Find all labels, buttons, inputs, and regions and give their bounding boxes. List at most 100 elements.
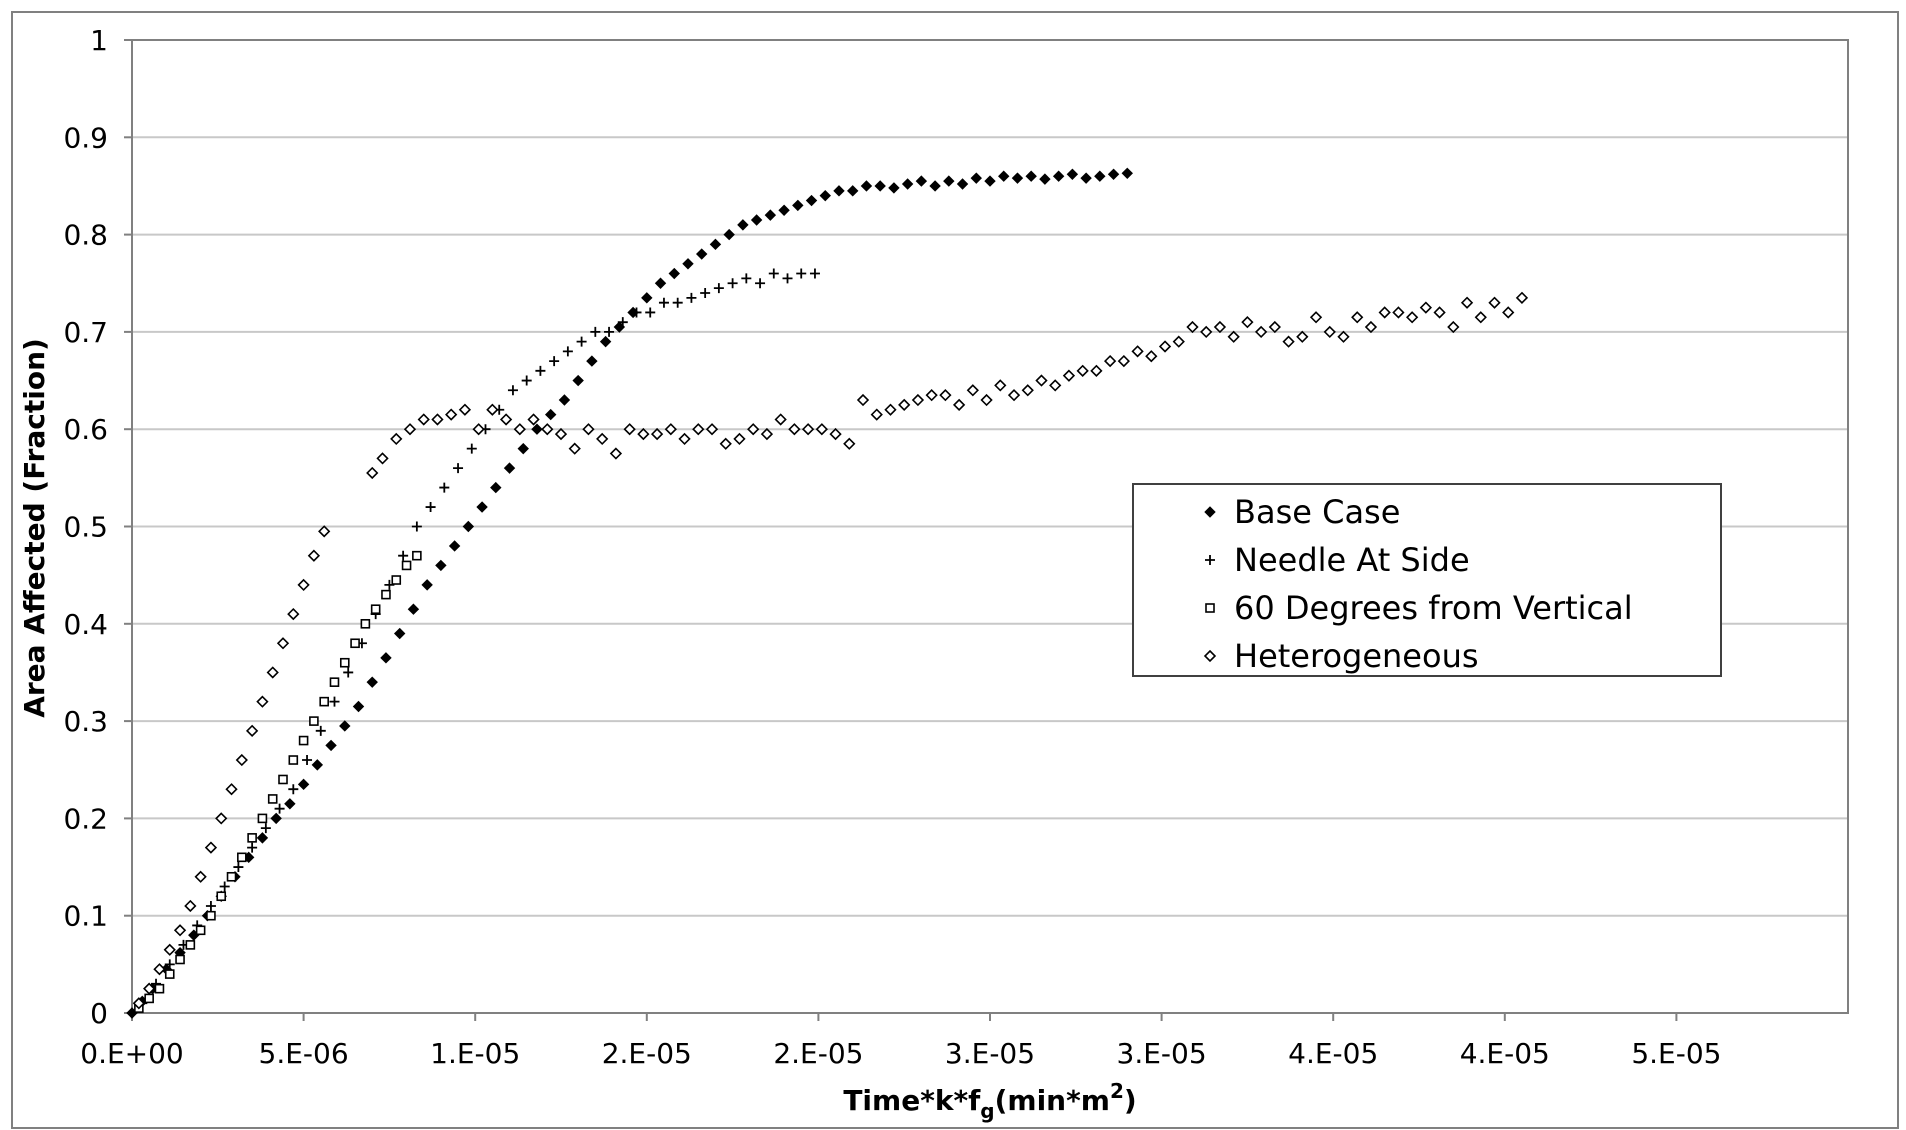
data-point bbox=[980, 393, 993, 407]
y-tick-label: 0.6 bbox=[63, 413, 108, 446]
data-point bbox=[998, 170, 1010, 182]
data-point bbox=[692, 423, 705, 436]
data-point bbox=[719, 437, 732, 450]
data-point bbox=[641, 292, 653, 304]
data-point bbox=[733, 432, 746, 446]
data-point bbox=[1035, 374, 1048, 387]
data-point bbox=[1007, 389, 1021, 402]
x-axis-tick-labels: 0.E+00 5.E-06 1.E-05 2.E-05 2.E-05 3.E-05 3.E-… bbox=[80, 1013, 1721, 1070]
data-point bbox=[544, 408, 557, 421]
data-point bbox=[154, 983, 165, 994]
data-point bbox=[713, 283, 724, 294]
data-point bbox=[1378, 306, 1391, 319]
data-point bbox=[278, 774, 288, 785]
data-point bbox=[952, 398, 966, 412]
data-point bbox=[233, 862, 244, 873]
data-point bbox=[1351, 311, 1364, 324]
data-point bbox=[453, 463, 464, 474]
data-point bbox=[860, 180, 873, 192]
data-point bbox=[549, 356, 560, 367]
data-point bbox=[994, 379, 1007, 392]
data-point bbox=[668, 267, 680, 280]
data-point bbox=[809, 268, 820, 279]
y-tick-label: 0.8 bbox=[63, 219, 108, 252]
data-point bbox=[1145, 350, 1158, 363]
data-point bbox=[1364, 320, 1378, 334]
data-point bbox=[216, 891, 227, 902]
data-point bbox=[153, 963, 166, 976]
data-point bbox=[274, 803, 285, 814]
data-point bbox=[287, 607, 300, 621]
x-tick-label: 3.E-05 bbox=[1117, 1037, 1207, 1070]
x-axis-title-unit-suffix: ) bbox=[1124, 1084, 1137, 1117]
x-axis-title-unit-prefix: (min*m bbox=[995, 1084, 1110, 1117]
x-tick-label: 5.E-05 bbox=[1631, 1037, 1721, 1070]
data-point bbox=[1323, 325, 1336, 339]
data-point bbox=[672, 297, 683, 308]
data-point bbox=[390, 432, 403, 446]
data-point bbox=[1227, 330, 1240, 343]
data-point bbox=[393, 627, 406, 640]
data-point bbox=[407, 603, 420, 615]
data-point bbox=[531, 423, 543, 435]
data-point bbox=[1011, 172, 1024, 184]
data-point bbox=[398, 550, 409, 561]
data-point bbox=[339, 657, 350, 668]
data-point bbox=[623, 423, 636, 436]
data-point bbox=[1039, 173, 1051, 185]
data-point bbox=[596, 432, 609, 446]
data-point bbox=[911, 393, 925, 407]
data-point bbox=[576, 336, 587, 347]
data-point bbox=[884, 403, 897, 416]
data-point bbox=[609, 447, 623, 460]
data-point bbox=[582, 423, 595, 436]
y-tick-label: 0.4 bbox=[63, 608, 108, 641]
data-point bbox=[747, 423, 760, 436]
data-point bbox=[1406, 311, 1419, 324]
data-point bbox=[1094, 170, 1106, 182]
data-point bbox=[339, 720, 351, 732]
data-point bbox=[507, 385, 518, 396]
y-axis-title: Area Affected (Fraction) bbox=[18, 338, 51, 718]
data-point bbox=[843, 437, 856, 450]
data-point bbox=[709, 238, 722, 251]
data-point bbox=[535, 365, 546, 376]
data-point bbox=[1172, 335, 1185, 348]
data-point bbox=[1337, 330, 1350, 343]
data-point bbox=[403, 423, 417, 436]
data-point bbox=[401, 560, 412, 571]
data-point bbox=[302, 755, 313, 766]
data-point bbox=[1200, 325, 1213, 339]
x-tick-label: 5.E-06 bbox=[259, 1037, 349, 1070]
data-point bbox=[929, 180, 941, 192]
data-point bbox=[360, 618, 371, 629]
data-point bbox=[645, 307, 656, 318]
data-point bbox=[541, 423, 554, 436]
data-point bbox=[472, 423, 485, 436]
data-point bbox=[901, 178, 914, 190]
data-point bbox=[782, 273, 793, 284]
legend-label: Needle At Side bbox=[1234, 541, 1470, 579]
data-point bbox=[513, 423, 526, 436]
data-point bbox=[1254, 325, 1268, 339]
data-point bbox=[318, 525, 331, 538]
data-point bbox=[527, 413, 540, 426]
series-heterogeneous bbox=[132, 291, 1529, 1010]
data-point bbox=[256, 695, 269, 708]
data-point bbox=[678, 432, 691, 446]
data-point bbox=[888, 182, 900, 194]
data-point bbox=[298, 735, 309, 746]
gridlines bbox=[132, 136, 1848, 917]
x-tick-label: 2.E-05 bbox=[602, 1037, 692, 1070]
data-point bbox=[664, 423, 677, 436]
y-tick-label: 0.7 bbox=[63, 316, 108, 349]
y-tick-label: 0.9 bbox=[63, 121, 108, 154]
data-point bbox=[1419, 301, 1432, 314]
data-point bbox=[1121, 167, 1133, 180]
data-point bbox=[915, 175, 928, 187]
data-point bbox=[247, 833, 257, 843]
data-point bbox=[650, 427, 664, 441]
data-point bbox=[380, 652, 392, 664]
data-point bbox=[184, 899, 197, 913]
data-point bbox=[696, 248, 708, 260]
